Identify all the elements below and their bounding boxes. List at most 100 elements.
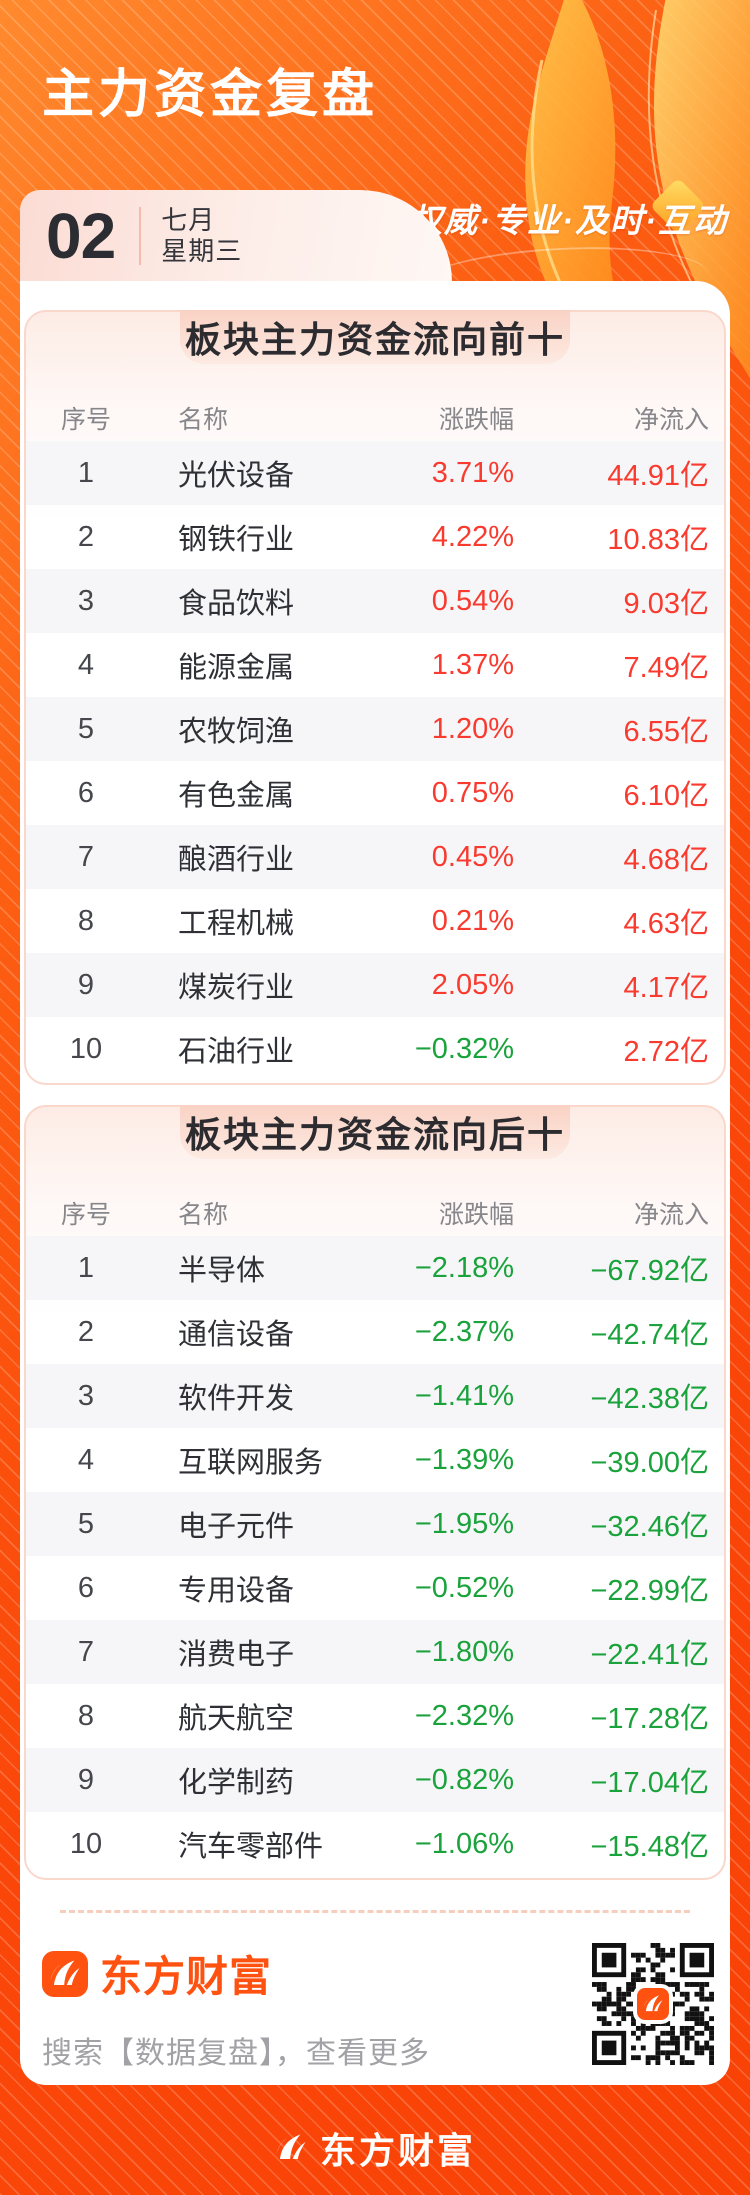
row-index: 2 bbox=[77, 1315, 95, 1348]
change-percent: 0.75% bbox=[431, 776, 514, 809]
net-inflow: 10.83亿 bbox=[607, 524, 709, 556]
col-header-index: 序号 bbox=[60, 1201, 111, 1229]
change-percent: 2.05% bbox=[431, 968, 514, 1001]
table-row: 7 酿酒行业 0.45% 4.68亿 bbox=[26, 825, 724, 889]
sector-name: 软件开发 bbox=[178, 1383, 295, 1415]
qr-code bbox=[592, 1943, 714, 2065]
table-row: 8 航天航空 −2.32% −17.28亿 bbox=[26, 1684, 724, 1748]
sector-name: 工程机械 bbox=[178, 908, 295, 940]
table-row: 1 半导体 −2.18% −67.92亿 bbox=[26, 1236, 724, 1300]
sector-name: 航天航空 bbox=[178, 1703, 295, 1735]
row-index: 7 bbox=[77, 840, 95, 873]
col-header-name: 名称 bbox=[178, 1201, 229, 1229]
net-inflow: −42.74亿 bbox=[590, 1319, 709, 1351]
sector-name: 化学制药 bbox=[178, 1767, 295, 1799]
sector-name: 电子元件 bbox=[178, 1511, 295, 1543]
eastmoney-swoosh-icon bbox=[274, 2131, 308, 2165]
footer: 东方财富 搜索【数据复盘】，查看更多 bbox=[20, 1913, 730, 2072]
content-sheet: 板块主力资金流向前十 序号 名称 涨跌幅 净流入 1 光伏设备 3.71% 44… bbox=[20, 281, 730, 2085]
table-row: 4 互联网服务 −1.39% −39.00亿 bbox=[26, 1428, 724, 1492]
sector-name: 农牧饲渔 bbox=[178, 716, 295, 748]
date-weekday: 星期三 bbox=[161, 236, 243, 266]
date-day: 02 bbox=[46, 200, 116, 272]
row-index: 1 bbox=[77, 456, 95, 489]
change-percent: 0.21% bbox=[431, 904, 514, 937]
col-header-change: 涨跌幅 bbox=[438, 1201, 514, 1229]
table-rows: 1 半导体 −2.18% −67.92亿 2 通信设备 −2.37% −42.7… bbox=[26, 1236, 724, 1876]
col-header-change: 涨跌幅 bbox=[438, 406, 514, 434]
change-percent: −1.80% bbox=[414, 1635, 514, 1668]
table-row: 1 光伏设备 3.71% 44.91亿 bbox=[26, 441, 724, 505]
table-row: 6 有色金属 0.75% 6.10亿 bbox=[26, 761, 724, 825]
sector-name: 消费电子 bbox=[178, 1639, 295, 1671]
sector-name: 钢铁行业 bbox=[178, 524, 295, 556]
row-index: 4 bbox=[77, 648, 95, 681]
change-percent: −0.52% bbox=[414, 1571, 514, 1604]
col-header-name: 名称 bbox=[178, 406, 229, 434]
row-index: 3 bbox=[77, 584, 95, 617]
card-title: 板块主力资金流向后十 bbox=[184, 1114, 565, 1155]
brand-slogan: 权威·专业·及时·互动 bbox=[409, 202, 728, 239]
bottom-brand-name: 东方财富 bbox=[319, 2130, 476, 2171]
qr-center-logo-icon bbox=[637, 1988, 669, 2020]
change-percent: −1.39% bbox=[414, 1443, 514, 1476]
net-inflow: −42.38亿 bbox=[590, 1383, 709, 1415]
row-index: 4 bbox=[77, 1443, 95, 1476]
change-percent: −1.41% bbox=[414, 1379, 514, 1412]
search-hint-text: 搜索【数据复盘】，查看更多 bbox=[42, 2037, 430, 2070]
net-inflow: 2.72亿 bbox=[623, 1036, 709, 1068]
table-row: 6 专用设备 −0.52% −22.99亿 bbox=[26, 1556, 724, 1620]
net-inflow: −17.04亿 bbox=[590, 1767, 709, 1799]
sector-name: 有色金属 bbox=[178, 780, 295, 812]
row-index: 1 bbox=[77, 1251, 95, 1284]
net-inflow: 4.63亿 bbox=[623, 908, 709, 940]
sector-name: 能源金属 bbox=[178, 652, 295, 684]
date-month: 七月 bbox=[161, 205, 216, 235]
table-row: 9 化学制药 −0.82% −17.04亿 bbox=[26, 1748, 724, 1812]
table-row: 8 工程机械 0.21% 4.63亿 bbox=[26, 889, 724, 953]
table-header: 序号 名称 涨跌幅 净流入 bbox=[26, 1195, 724, 1229]
top-inflow-card: 板块主力资金流向前十 序号 名称 涨跌幅 净流入 1 光伏设备 3.71% 44… bbox=[24, 310, 726, 1085]
net-inflow: −22.41亿 bbox=[590, 1639, 709, 1671]
row-index: 5 bbox=[77, 1507, 95, 1540]
table-row: 10 汽车零部件 −1.06% −15.48亿 bbox=[26, 1812, 724, 1876]
change-percent: −1.95% bbox=[414, 1507, 514, 1540]
row-index: 6 bbox=[77, 1571, 95, 1604]
sector-name: 煤炭行业 bbox=[178, 972, 295, 1004]
net-inflow: 6.55亿 bbox=[623, 716, 709, 748]
date-badge: 02 七月 星期三 bbox=[20, 190, 452, 282]
eastmoney-logo-icon bbox=[42, 1950, 88, 1997]
net-inflow: −39.00亿 bbox=[590, 1447, 709, 1479]
table-row: 4 能源金属 1.37% 7.49亿 bbox=[26, 633, 724, 697]
net-inflow: 4.17亿 bbox=[623, 972, 709, 1004]
table-row: 2 钢铁行业 4.22% 10.83亿 bbox=[26, 505, 724, 569]
net-inflow: −17.28亿 bbox=[590, 1703, 709, 1735]
brand-name: 东方财富 bbox=[100, 1953, 273, 2000]
col-header-index: 序号 bbox=[60, 406, 111, 434]
row-index: 5 bbox=[77, 712, 95, 745]
table-row: 7 消费电子 −1.80% −22.41亿 bbox=[26, 1620, 724, 1684]
change-percent: 0.54% bbox=[431, 584, 514, 617]
net-inflow: 7.49亿 bbox=[623, 652, 709, 684]
row-index: 3 bbox=[77, 1379, 95, 1412]
row-index: 9 bbox=[77, 1763, 95, 1796]
table-row: 3 食品饮料 0.54% 9.03亿 bbox=[26, 569, 724, 633]
table-row: 9 煤炭行业 2.05% 4.17亿 bbox=[26, 953, 724, 1017]
brand-lockup: 东方财富 bbox=[42, 1943, 430, 2004]
bottom-outflow-card: 板块主力资金流向后十 序号 名称 涨跌幅 净流入 1 半导体 −2.18% −6… bbox=[24, 1105, 726, 1880]
sector-name: 通信设备 bbox=[178, 1319, 295, 1351]
row-index: 10 bbox=[69, 1032, 103, 1065]
net-inflow: 44.91亿 bbox=[607, 460, 709, 492]
sector-name: 光伏设备 bbox=[178, 460, 295, 492]
change-percent: 4.22% bbox=[431, 520, 514, 553]
change-percent: 1.37% bbox=[431, 648, 514, 681]
table-row: 5 农牧饲渔 1.20% 6.55亿 bbox=[26, 697, 724, 761]
sector-name: 食品饮料 bbox=[178, 588, 295, 620]
row-index: 2 bbox=[77, 520, 95, 553]
card-title-ribbon: 板块主力资金流向前十 bbox=[180, 310, 570, 364]
net-inflow: −32.46亿 bbox=[590, 1511, 709, 1543]
net-inflow: −15.48亿 bbox=[590, 1831, 709, 1863]
brand-block: 东方财富 搜索【数据复盘】，查看更多 bbox=[42, 1943, 430, 2072]
card-title: 板块主力资金流向前十 bbox=[184, 319, 565, 360]
